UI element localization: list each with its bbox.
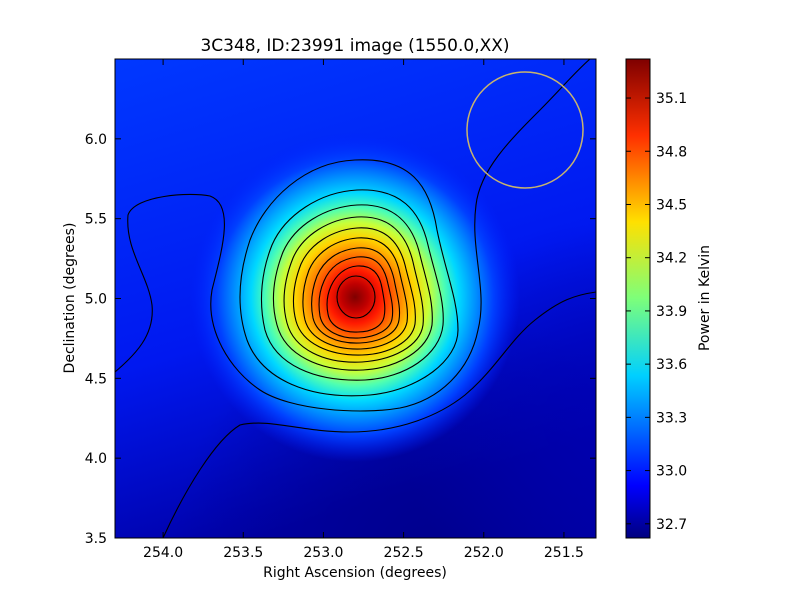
x-axis-label: Right Ascension (degrees) bbox=[263, 565, 447, 581]
contour-level-6 bbox=[292, 227, 416, 356]
colorbar-tick-label: 33.6 bbox=[656, 357, 687, 373]
colorbar-tick-label: 32.7 bbox=[656, 517, 687, 533]
colorbar-ticks: 32.7 33.0 33.3 33.6 33.9 34.2 34.5 34.8 35.1 bbox=[626, 91, 687, 533]
colorbar-tick-label: 34.5 bbox=[656, 197, 687, 213]
heatmap-source-peak bbox=[190, 127, 520, 467]
x-tick-label: 251.5 bbox=[544, 545, 584, 561]
contour-level-5 bbox=[283, 216, 424, 363]
x-tick-label: 252.0 bbox=[464, 545, 504, 561]
y-axis-ticks: 3.5 4.0 4.5 5.0 5.5 6.0 bbox=[85, 132, 596, 547]
colorbar: 32.7 33.0 33.3 33.6 33.9 34.2 34.5 34.8 35.1 Pow… bbox=[625, 58, 713, 539]
contour-lines bbox=[115, 59, 596, 538]
contour-lower-boundary bbox=[162, 291, 596, 538]
contour-level-3 bbox=[260, 189, 444, 381]
y-tick-label: 5.0 bbox=[85, 292, 107, 308]
y-tick-label: 4.5 bbox=[85, 371, 107, 387]
contour-level-8 bbox=[311, 247, 401, 344]
y-axis-label: Declination (degrees) bbox=[62, 223, 78, 374]
colorbar-tick-label: 34.2 bbox=[656, 251, 687, 267]
contour-level-11 bbox=[336, 275, 376, 319]
colorbar-gradient bbox=[625, 58, 651, 539]
contour-level-9 bbox=[318, 256, 394, 339]
contour-level-10 bbox=[326, 265, 386, 333]
x-tick-label: 252.5 bbox=[384, 545, 424, 561]
colorbar-label: Power in Kelvin bbox=[697, 245, 713, 351]
y-tick-label: 3.5 bbox=[85, 531, 107, 547]
x-axis-ticks: 254.0 253.5 253.0 252.5 252.0 251.5 bbox=[143, 59, 584, 561]
contour-level-7 bbox=[302, 237, 408, 350]
y-tick-label: 5.5 bbox=[85, 212, 107, 228]
colorbar-tick-label: 33.3 bbox=[656, 410, 687, 426]
colorbar-tick-label: 33.0 bbox=[656, 464, 687, 480]
beam-circle bbox=[466, 71, 584, 189]
contour-left-lobe bbox=[115, 59, 591, 412]
colorbar-tick-label: 35.1 bbox=[656, 91, 687, 107]
y-tick-label: 6.0 bbox=[85, 132, 107, 148]
x-tick-label: 253.0 bbox=[303, 545, 343, 561]
contour-level-4 bbox=[272, 204, 433, 371]
x-tick-label: 254.0 bbox=[143, 545, 183, 561]
colorbar-tick-label: 34.8 bbox=[656, 144, 687, 160]
chart-title: 3C348, ID:23991 image (1550.0,XX) bbox=[200, 36, 509, 56]
heatmap-image bbox=[115, 59, 596, 538]
contour-level-2 bbox=[239, 159, 459, 397]
x-tick-label: 253.5 bbox=[223, 545, 263, 561]
colorbar-tick-label: 33.9 bbox=[656, 304, 687, 320]
y-tick-label: 4.0 bbox=[85, 451, 107, 467]
